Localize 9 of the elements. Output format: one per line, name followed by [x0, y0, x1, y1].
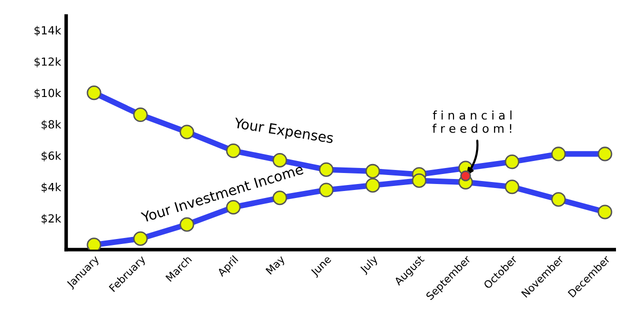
y-tick-label: $8k: [42, 120, 62, 130]
text: Your Expenses: [233, 118, 334, 146]
annotation: f i n a n c i a l f r e e d o m !: [432, 110, 512, 133]
y-tick-label: $4k: [42, 182, 62, 193]
y-tick-label: $14k: [34, 26, 62, 36]
y-tick-label: $6k: [42, 151, 62, 162]
y-tick-label: $2k: [42, 214, 62, 224]
y-tick-label: $12k: [34, 57, 62, 68]
y-tick-label: $10k: [34, 88, 62, 99]
